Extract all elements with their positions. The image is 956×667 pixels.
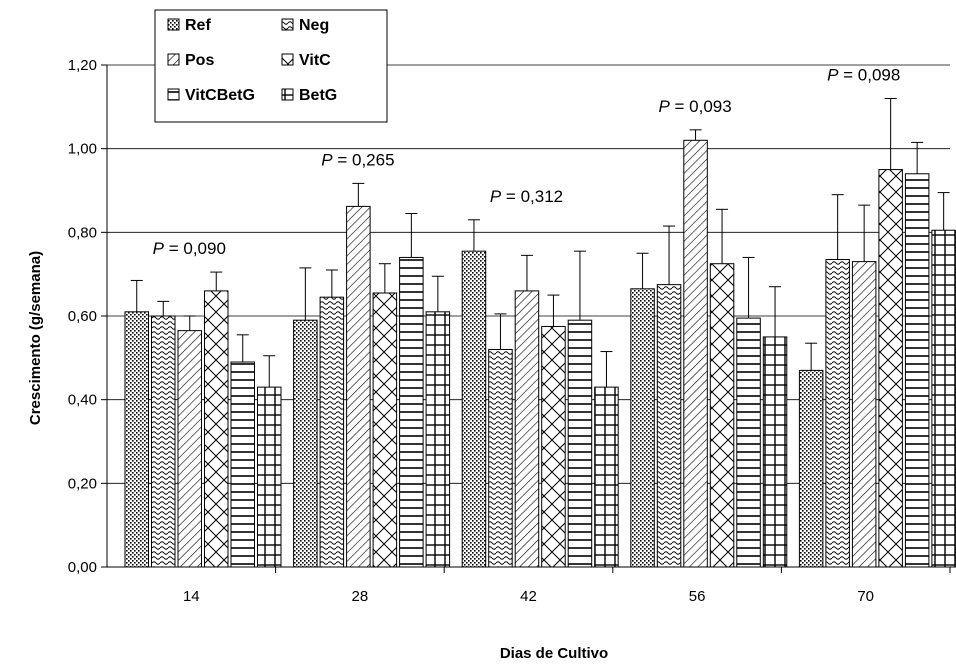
x-tick-label: 70 (857, 588, 874, 605)
bar-vitcbetg-42 (567, 319, 593, 568)
bar-vitcbetg-56 (736, 317, 761, 568)
bar-betg-42 (594, 386, 619, 568)
bar-vitc-70 (878, 169, 903, 568)
x-axis-title: Dias de Cultivo (500, 645, 608, 662)
legend-swatch-vitc (281, 53, 294, 66)
x-tick-label: 14 (183, 588, 200, 605)
x-tick-label: 42 (520, 588, 537, 605)
legend-box (154, 9, 388, 123)
y-tick-label: 1,00 (68, 141, 97, 158)
legend-swatch-pos (167, 53, 180, 66)
bar-vitc-28 (372, 292, 398, 568)
bar-ref-56 (630, 288, 655, 568)
bar-ref-42 (461, 250, 487, 568)
bar-betg-56 (762, 336, 788, 568)
bar-neg-56 (656, 284, 682, 568)
bar-vitc-56 (709, 263, 735, 568)
bar-pos-70 (851, 261, 877, 568)
bars (124, 97, 956, 568)
bar-vitcbetg-70 (904, 173, 930, 568)
bar-neg-28 (319, 296, 345, 568)
x-tick-label: 28 (352, 588, 369, 605)
legend-swatch-betg (281, 88, 294, 101)
y-tick-label: 0,60 (68, 308, 97, 325)
p-value-label: P = 0,312 (490, 187, 563, 206)
y-tick-label: 0,80 (68, 224, 97, 241)
legend-swatch-ref (167, 18, 180, 31)
bar-ref-28 (293, 319, 318, 568)
bar-pos-56 (683, 139, 708, 568)
bar-pos-28 (346, 205, 371, 568)
x-tick-label: 56 (689, 588, 706, 605)
legend-label-pos: Pos (185, 52, 214, 69)
p-value-label: P = 0,093 (658, 97, 731, 116)
legend-swatch-neg (281, 18, 294, 31)
p-value-label: P = 0,098 (827, 65, 900, 84)
bar-neg-42 (488, 348, 513, 568)
y-tick-label: 0,40 (68, 392, 97, 409)
bar-pos-14 (177, 330, 202, 568)
y-axis-title: Crescimento (g/semana) (27, 251, 44, 425)
y-tick-label: 0,20 (68, 475, 97, 492)
y-tick-labels: 0,00 0,20 0,40 0,60 0,80 1,00 1,20 (68, 57, 97, 576)
legend-label-ref: Ref (185, 17, 211, 34)
x-tick-labels: 14 28 42 56 70 (183, 588, 874, 605)
bar-vitcbetg-14 (230, 361, 255, 568)
p-value-label: P = 0,090 (153, 239, 226, 258)
bar-neg-14 (151, 315, 176, 568)
legend-label-vitc: VitC (299, 52, 331, 69)
legend: Ref Neg Pos VitC VitCBetG BetG (154, 9, 388, 123)
bar-neg-70 (825, 259, 850, 568)
bar-betg-14 (257, 386, 282, 568)
bar-betg-70 (931, 229, 956, 568)
bar-betg-28 (425, 311, 451, 568)
bar-ref-70 (798, 369, 824, 568)
legend-label-neg: Neg (299, 17, 329, 34)
legend-label-vitcbetg: VitCBetG (185, 87, 255, 104)
p-value-label: P = 0,265 (321, 150, 394, 169)
bar-pos-42 (514, 290, 540, 568)
legend-label-betg: BetG (299, 87, 337, 104)
bar-ref-14 (124, 311, 149, 568)
p-value-annotations: P = 0,090 P = 0,265 P = 0,312 P = 0,093 P = … (153, 65, 901, 258)
bar-vitc-14 (204, 290, 229, 568)
legend-swatch-vitcbetg (167, 88, 180, 101)
bar-vitcbetg-28 (399, 256, 424, 568)
axes (101, 64, 951, 573)
y-tick-label: 1,20 (68, 57, 97, 74)
y-tick-label: 0,00 (68, 559, 97, 576)
bar-vitc-42 (541, 325, 566, 568)
